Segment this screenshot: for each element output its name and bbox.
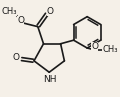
Text: CH₃: CH₃ bbox=[102, 45, 118, 54]
Text: O: O bbox=[47, 7, 54, 16]
Text: CH₃: CH₃ bbox=[2, 7, 17, 16]
Text: O: O bbox=[17, 16, 24, 25]
Text: NH: NH bbox=[43, 75, 57, 84]
Text: O: O bbox=[12, 54, 19, 62]
Text: O: O bbox=[91, 42, 98, 51]
